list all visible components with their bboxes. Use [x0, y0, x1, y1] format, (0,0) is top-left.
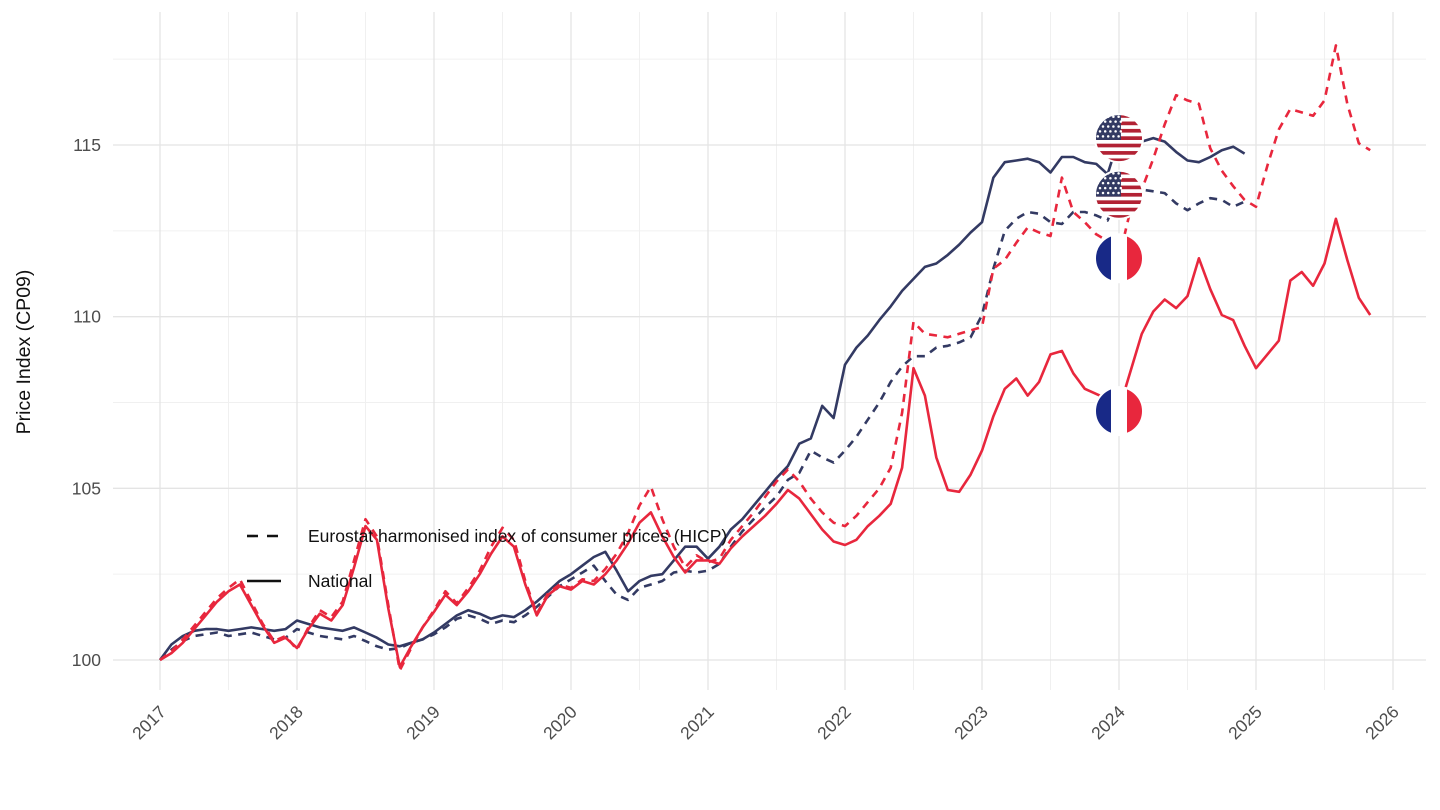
- x-tick-label: 2023: [950, 702, 992, 744]
- legend-national-label: National: [308, 571, 372, 591]
- legend-hicp-label: Eurostat harmonised index of consumer pr…: [308, 526, 727, 546]
- fr-flag-marker: [1094, 233, 1144, 284]
- x-tick-label: 2021: [676, 702, 718, 744]
- y-axis-title: Price Index (CP09): [13, 270, 35, 435]
- series-line-us-national: [158, 135, 1246, 661]
- series-lines: [158, 44, 1372, 672]
- series-line-us-hicp: [159, 186, 1246, 661]
- legend: Eurostat harmonised index of consumer pr…: [247, 526, 727, 591]
- x-tick-label: 2022: [813, 702, 855, 744]
- y-tick-label: 115: [73, 135, 101, 155]
- fr-flag-marker: [1094, 386, 1144, 437]
- x-axis-tick-labels: 2017 2018 2019 2020 2021 2022 2023 2024 2025 2026: [128, 702, 1403, 744]
- x-tick-label: 2020: [539, 702, 581, 744]
- y-tick-label: 110: [73, 307, 101, 327]
- series-line-fr-hicp: [159, 44, 1371, 672]
- x-tick-label: 2019: [402, 702, 444, 744]
- series-line-fr-national: [159, 217, 1372, 669]
- y-tick-label: 100: [72, 650, 101, 670]
- x-tick-label: 2025: [1224, 702, 1266, 744]
- y-axis-tick-labels: 100 105 110 115: [72, 135, 101, 670]
- x-tick-label: 2017: [128, 702, 170, 744]
- x-tick-label: 2026: [1361, 702, 1403, 744]
- us-flag-marker: [1094, 113, 1144, 164]
- y-tick-label: 105: [72, 478, 101, 498]
- flag-markers: [1094, 113, 1144, 437]
- us-flag-marker: [1094, 169, 1144, 220]
- x-tick-label: 2024: [1087, 702, 1129, 744]
- x-tick-label: 2018: [265, 702, 307, 744]
- grid-minor-lines: [113, 12, 1426, 690]
